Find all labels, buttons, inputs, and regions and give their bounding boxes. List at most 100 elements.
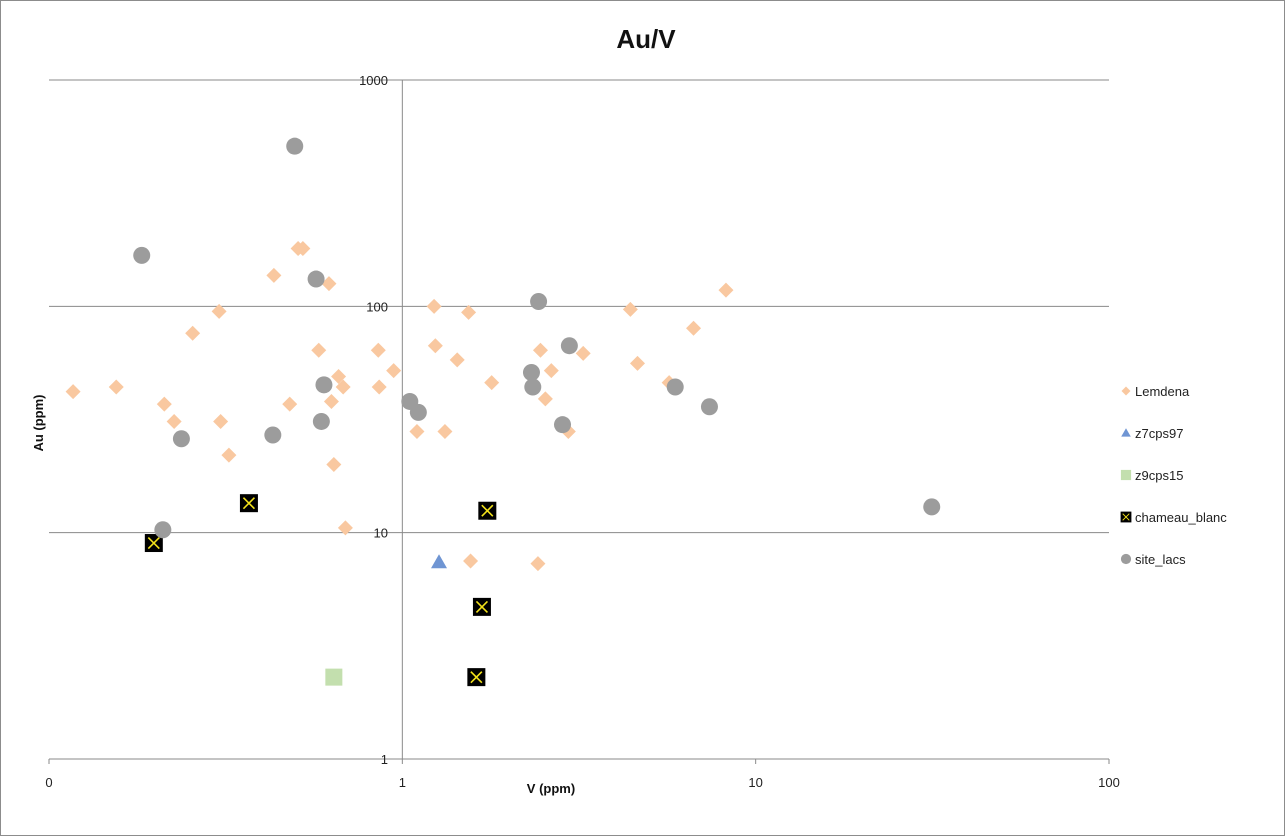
data-point	[185, 325, 201, 341]
legend-label: z9cps15	[1135, 468, 1183, 483]
data-point	[575, 345, 591, 361]
data-point	[449, 352, 465, 368]
data-point	[323, 393, 339, 409]
data-point	[335, 379, 351, 395]
data-point	[133, 246, 151, 264]
data-point	[315, 376, 333, 394]
y-axis-title: Au (ppm)	[31, 394, 46, 451]
data-point	[326, 457, 342, 473]
data-point	[331, 368, 347, 384]
data-point	[700, 398, 718, 416]
data-point	[467, 668, 486, 687]
data-point	[718, 282, 734, 298]
data-point	[686, 320, 702, 336]
data-point	[543, 363, 559, 379]
data-point	[312, 412, 330, 430]
data-point	[213, 413, 229, 429]
data-point	[622, 301, 638, 317]
data-point	[630, 355, 646, 371]
data-point	[266, 267, 282, 283]
data-point	[172, 430, 190, 448]
series-Lemdena	[65, 241, 734, 572]
series-z7cps97	[431, 554, 448, 569]
data-point	[337, 520, 353, 536]
legend-marker	[1120, 469, 1132, 481]
data-point	[295, 241, 311, 257]
grid-layer	[49, 79, 1109, 760]
legend-marker	[1121, 386, 1131, 396]
legend-marker	[1121, 428, 1131, 437]
legend-marker-shape	[1120, 511, 1132, 523]
data-point	[108, 379, 124, 395]
y-tick-label: 100	[366, 299, 388, 314]
legend-marker-shape	[1121, 386, 1131, 396]
series-z9cps15	[325, 668, 343, 686]
data-point	[409, 423, 425, 439]
x-axis-title: V (ppm)	[527, 781, 575, 796]
data-point	[484, 375, 500, 391]
legend-label: z7cps97	[1135, 426, 1183, 441]
x-tick-label: 0	[45, 775, 52, 790]
legend-marker-shape	[1121, 428, 1131, 437]
x-tick-label: 1	[399, 775, 406, 790]
points-layer	[65, 137, 941, 687]
data-point	[211, 303, 227, 319]
data-point	[524, 378, 542, 396]
legend-item: z9cps15	[1120, 468, 1183, 483]
x-tick-label: 10	[748, 775, 762, 790]
data-point	[325, 668, 343, 686]
data-point	[156, 396, 172, 412]
legend-marker	[1120, 511, 1132, 523]
data-point	[282, 396, 298, 412]
data-point	[463, 553, 479, 569]
data-point	[154, 521, 172, 539]
legend-item: Lemdena	[1121, 384, 1190, 399]
legend: Lemdena z7cps97 z9cps15 chameau_blanc site_l…	[1120, 384, 1227, 567]
data-point	[386, 363, 402, 379]
data-point	[461, 304, 477, 320]
data-point	[166, 413, 182, 429]
legend-label: chameau_blanc	[1135, 510, 1227, 525]
data-point	[537, 391, 553, 407]
legend-marker	[1120, 553, 1132, 565]
data-point	[437, 423, 453, 439]
data-point	[532, 342, 548, 358]
legend-item: z7cps97	[1121, 426, 1183, 441]
data-point	[239, 494, 258, 513]
series-site_lacs	[133, 137, 941, 539]
data-point	[478, 501, 497, 520]
data-point	[530, 556, 546, 572]
data-point	[65, 384, 81, 400]
data-point	[427, 338, 443, 354]
axis-layer: 1 10 100 1000 0 1 10 100	[45, 73, 1119, 790]
legend-item: chameau_blanc	[1120, 510, 1227, 525]
legend-label: site_lacs	[1135, 552, 1186, 567]
data-point	[409, 403, 427, 421]
data-point	[144, 534, 163, 553]
data-point	[370, 342, 386, 358]
legend-marker-shape	[1120, 553, 1132, 565]
y-tick-label: 1000	[359, 73, 388, 88]
data-point	[431, 554, 448, 569]
data-point	[264, 426, 282, 444]
data-point	[530, 293, 548, 311]
data-point	[472, 597, 491, 616]
series-chameau_blanc	[144, 494, 497, 687]
data-point	[286, 137, 304, 155]
data-point	[307, 270, 325, 288]
legend-marker-shape	[1120, 469, 1132, 481]
data-point	[560, 337, 578, 355]
legend-item: site_lacs	[1120, 552, 1186, 567]
data-point	[522, 364, 540, 382]
legend-label: Lemdena	[1135, 384, 1190, 399]
data-point	[371, 379, 387, 395]
data-point	[554, 416, 572, 434]
x-tick-label: 100	[1098, 775, 1120, 790]
data-point	[311, 342, 327, 358]
chart-title: Au/V	[616, 24, 676, 54]
y-tick-label: 1	[381, 752, 388, 767]
data-point	[666, 378, 684, 396]
y-tick-label: 10	[374, 526, 388, 541]
